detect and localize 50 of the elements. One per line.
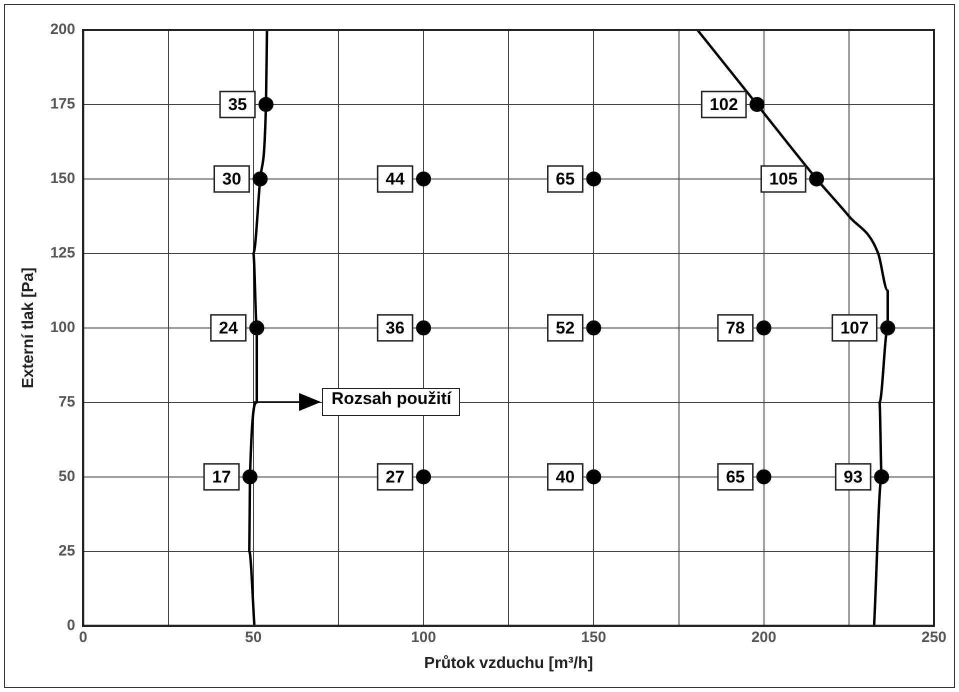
annotation: 44	[386, 170, 406, 189]
point	[258, 96, 274, 112]
point	[416, 320, 432, 336]
point	[252, 171, 268, 186]
y-tick-label: 200	[50, 21, 76, 38]
point	[809, 171, 824, 186]
annotation: 52	[556, 318, 575, 338]
x-tick-label: 50	[245, 628, 262, 646]
y-tick-label: 100	[50, 319, 76, 336]
point	[249, 320, 264, 336]
y-tick-label: 125	[50, 244, 76, 262]
annotation: 40	[556, 468, 575, 487]
annotation: 93	[844, 468, 863, 487]
point	[874, 469, 890, 484]
y-tick-label: 175	[50, 96, 76, 113]
annotation: 102	[710, 95, 738, 114]
annotation: 107	[840, 318, 869, 338]
annotation: 65	[556, 170, 575, 189]
y-tick-label: 25	[58, 542, 76, 560]
point	[416, 469, 432, 484]
y-tick-label: 50	[58, 468, 76, 485]
annotation: 35	[228, 95, 247, 114]
x-axis-title: Průtok vzduchu [m³/h]	[424, 654, 594, 672]
annotation: 27	[386, 468, 405, 487]
y-tick-label: 150	[50, 170, 76, 188]
annotation: 65	[726, 468, 745, 487]
point	[586, 171, 602, 186]
point	[586, 469, 602, 484]
y-tick-label: 75	[58, 394, 76, 411]
annotation: 24	[218, 318, 238, 338]
annotation: 78	[726, 318, 745, 338]
point	[242, 469, 258, 484]
annotation: 30	[222, 170, 242, 189]
point	[416, 171, 432, 186]
x-tick-label: 150	[581, 628, 606, 646]
y-axis-title: Externí tlak [Pa]	[20, 267, 38, 388]
x-tick-label: 100	[411, 628, 436, 646]
annotation: 36	[386, 318, 405, 338]
x-tick-label: 250	[921, 628, 947, 646]
point	[586, 320, 602, 336]
point	[750, 96, 765, 112]
x-tick-label: 200	[751, 628, 776, 646]
annotation: 105	[769, 170, 798, 189]
annotation: 17	[212, 468, 231, 487]
point	[756, 320, 772, 336]
point	[756, 469, 772, 484]
point	[880, 320, 896, 336]
y-tick-label: 0	[66, 616, 76, 634]
annotation: Rozsah použití	[322, 388, 460, 416]
x-tick-label: 0	[79, 628, 88, 646]
